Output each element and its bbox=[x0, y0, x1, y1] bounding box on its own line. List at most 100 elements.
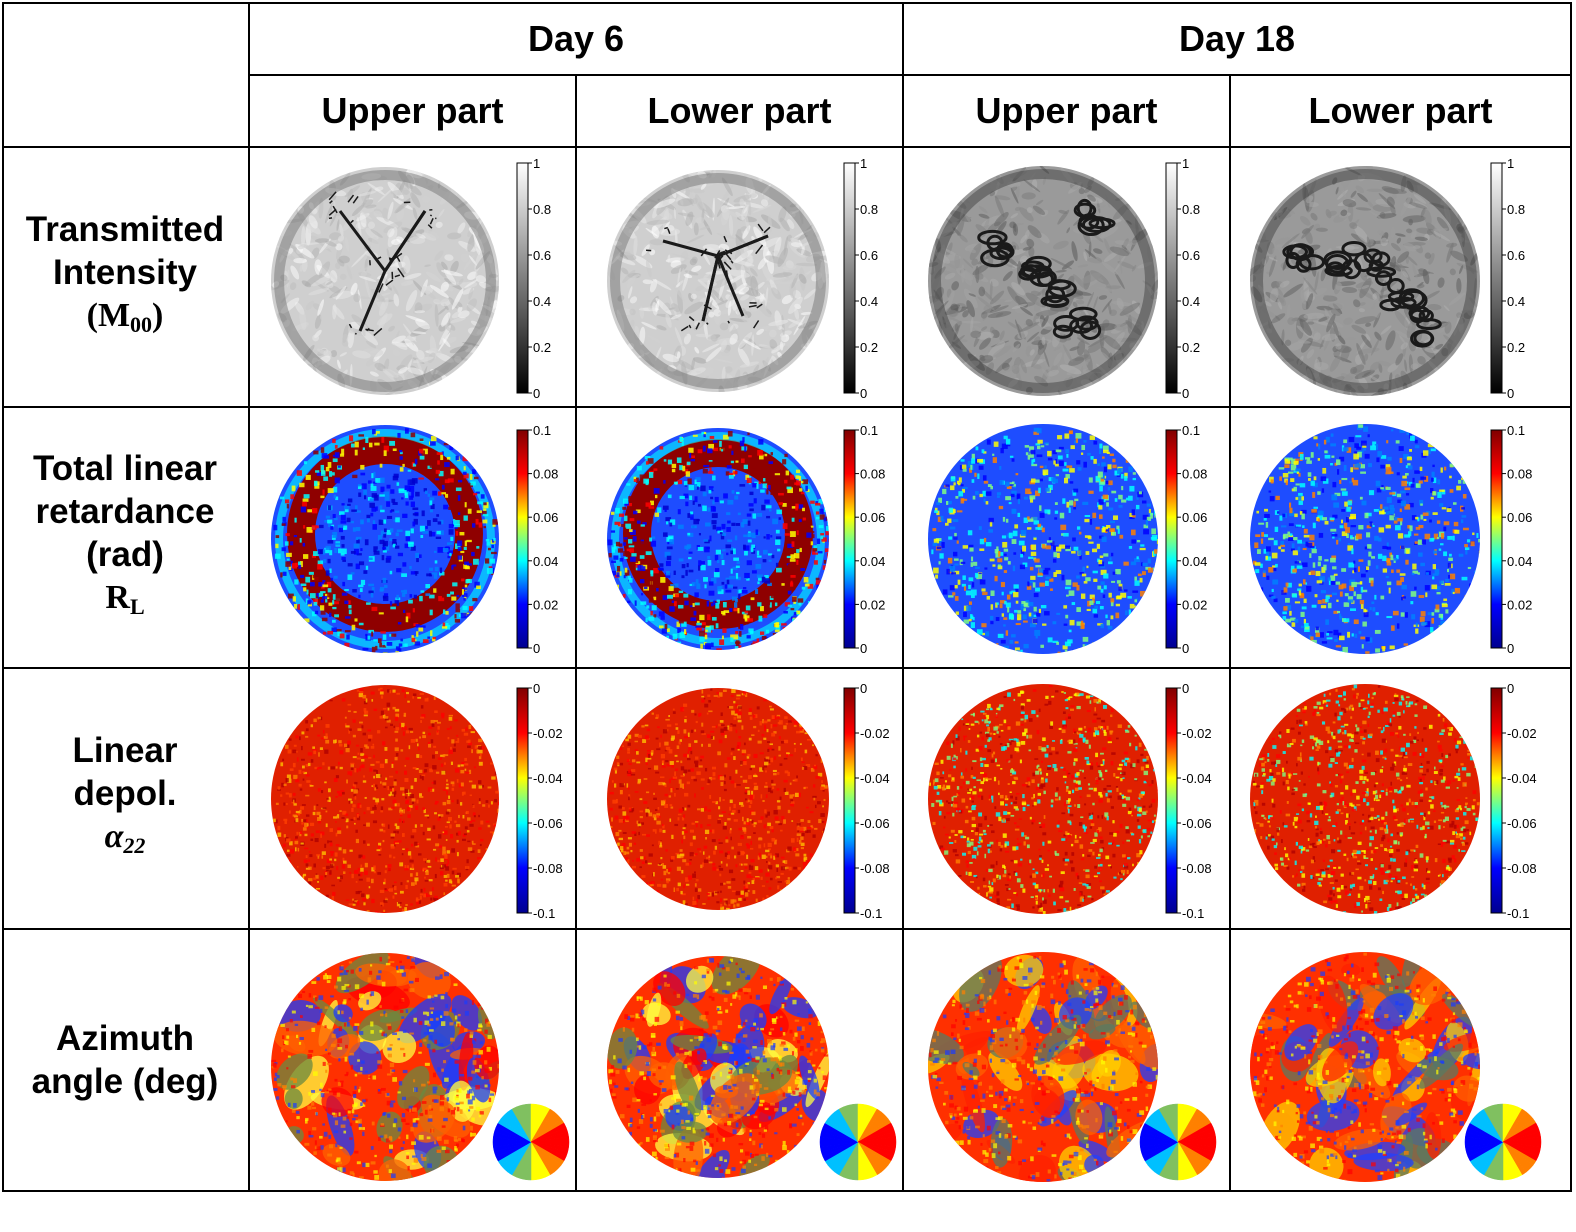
grid-line-col-2 bbox=[575, 74, 577, 1192]
colorbar-tick-label: 0.6 bbox=[860, 248, 878, 263]
colorbar-gradient bbox=[516, 687, 529, 914]
colorbar-tick-label: 0.02 bbox=[1507, 597, 1532, 612]
colorbar-gradient bbox=[843, 162, 856, 394]
microscopy-map bbox=[607, 956, 829, 1178]
grid-line-right bbox=[1570, 2, 1572, 1192]
colorbar-tick-label: -0.1 bbox=[860, 906, 882, 921]
colorbar-gradient bbox=[516, 429, 529, 649]
colorbar-tick-label: 0.08 bbox=[860, 467, 885, 482]
azimuth-colorwheel bbox=[819, 1103, 897, 1181]
header-day18-lower-part: Lower part bbox=[1308, 90, 1493, 131]
colorbar-gradient bbox=[1490, 429, 1503, 649]
colorbar-tick-label: 0.8 bbox=[860, 202, 878, 217]
grid-line-top bbox=[2, 2, 1572, 4]
azimuth-colorwheel bbox=[1464, 1103, 1542, 1181]
colorbar-tick-label: 0.4 bbox=[533, 294, 551, 309]
microscopy-map bbox=[1250, 424, 1480, 654]
colorbar-tick-label: 0.1 bbox=[1507, 423, 1525, 438]
colorbar-gradient bbox=[1165, 162, 1178, 394]
colorbar-tick-label: -0.06 bbox=[1507, 816, 1537, 831]
colorbar-tick-label: 0.06 bbox=[533, 510, 558, 525]
row-label-line: Transmitted bbox=[25, 209, 225, 249]
microscopy-map bbox=[1250, 952, 1480, 1182]
colorbar-tick-label: 0 bbox=[860, 386, 867, 401]
colorbar-tick-label: 0.04 bbox=[860, 554, 885, 569]
colorbar-tick-label: -0.1 bbox=[1507, 906, 1529, 921]
microscopy-map bbox=[271, 425, 499, 653]
colorbar-tick-label: 0 bbox=[533, 386, 540, 401]
colorbar-tick-label: -0.04 bbox=[1182, 771, 1212, 786]
colorbar-tick-label: 0.06 bbox=[1507, 510, 1532, 525]
colorwheel-sector bbox=[1502, 1136, 1542, 1143]
row-label-line: retardance bbox=[35, 491, 215, 531]
colorbar-tick-label: 0.6 bbox=[533, 248, 551, 263]
colorbar-tick-label: -0.04 bbox=[1507, 771, 1537, 786]
row-label-azimuth-angle: Azimuth angle (deg) bbox=[2, 930, 248, 1190]
colorbar-tick-label: -0.02 bbox=[533, 726, 563, 741]
colorbar-gradient bbox=[1165, 429, 1178, 649]
colorbar-tick-label: 0.1 bbox=[1182, 423, 1200, 438]
microscopy-map bbox=[271, 685, 499, 913]
colorbar-tick-label: -0.06 bbox=[1182, 816, 1212, 831]
colorbar-tick-label: 0.4 bbox=[1182, 294, 1200, 309]
colorbar-tick-label: 0.8 bbox=[1182, 202, 1200, 217]
colorbar-tick-label: 0.4 bbox=[860, 294, 878, 309]
colorbar-tick-label: -0.08 bbox=[860, 861, 890, 876]
colorbar-tick-label: 0 bbox=[1182, 386, 1189, 401]
colorbar-gradient bbox=[1490, 687, 1503, 914]
colorbar: 0 -0.02 -0.04 -0.06 -0.08 -0.1 bbox=[516, 681, 563, 921]
microscopy-map bbox=[607, 428, 829, 650]
row-label-line: Intensity bbox=[53, 252, 197, 292]
microscopy-map bbox=[1250, 166, 1480, 396]
colorbar-tick-label: -0.08 bbox=[1182, 861, 1212, 876]
row-label-line: Total linear bbox=[32, 448, 218, 488]
colorbar-tick-label: 0 bbox=[1507, 386, 1514, 401]
colorbar-tick-label: 0.2 bbox=[533, 340, 551, 355]
colorbar-tick-label: 0 bbox=[860, 681, 867, 696]
colorbar-tick-label: -0.04 bbox=[533, 771, 563, 786]
row-label-line: angle (deg) bbox=[31, 1062, 219, 1101]
microscopy-map bbox=[928, 952, 1158, 1182]
colorwheel-sector bbox=[1177, 1136, 1217, 1143]
colorbar-tick-label: 0.02 bbox=[533, 597, 558, 612]
header-day-6: Day 6 bbox=[527, 18, 625, 59]
colorbar: 0.1 0.08 0.06 0.04 0.02 0 bbox=[1490, 423, 1532, 656]
azimuth-colorwheel bbox=[1139, 1103, 1217, 1181]
colorbar: 0.1 0.08 0.06 0.04 0.02 0 bbox=[843, 423, 885, 656]
colorbar-tick-label: -0.1 bbox=[533, 906, 555, 921]
microscopy-map bbox=[928, 166, 1158, 396]
colorbar-tick-label: 0.8 bbox=[1507, 202, 1525, 217]
azimuth-colorwheel bbox=[492, 1103, 570, 1181]
row-label-total-linear-retardance: Total linear retardance (rad) RL bbox=[2, 408, 248, 667]
colorbar-tick-label: 0.02 bbox=[860, 597, 885, 612]
colorbar-tick-label: -0.1 bbox=[1182, 906, 1204, 921]
grid-line-day-divider bbox=[248, 74, 1572, 76]
row-label-linear-depol: Linear depol. α22 bbox=[2, 669, 248, 928]
colorbar-tick-label: -0.06 bbox=[533, 816, 563, 831]
colorbar-tick-label: 0 bbox=[533, 641, 540, 656]
colorbar-tick-label: 0.1 bbox=[860, 423, 878, 438]
header-day18-upper-part: Upper part bbox=[975, 90, 1158, 131]
colorbar-tick-label: 0 bbox=[860, 641, 867, 656]
row-label-line: Linear bbox=[72, 731, 178, 770]
header-day-18: Day 18 bbox=[1178, 18, 1296, 59]
colorbar-tick-label: 1 bbox=[533, 156, 540, 171]
colorbar-tick-label: 0 bbox=[1182, 681, 1189, 696]
colorbar-tick-label: 0.2 bbox=[1507, 340, 1525, 355]
grid-line-bottom bbox=[2, 1190, 1572, 1192]
microscopy-map bbox=[928, 424, 1158, 654]
microscopy-map bbox=[928, 684, 1158, 914]
colorbar-tick-label: 0 bbox=[1182, 641, 1189, 656]
grid-line-col-3 bbox=[902, 2, 904, 1192]
row-symbol-rl: RL bbox=[105, 578, 145, 619]
colorbar-gradient bbox=[843, 429, 856, 649]
colorbar-tick-label: 0.8 bbox=[533, 202, 551, 217]
colorbar-tick-label: 0.6 bbox=[1182, 248, 1200, 263]
colorbar-tick-label: 0.04 bbox=[1507, 554, 1532, 569]
grid-line-left bbox=[2, 2, 4, 1192]
colorbar-tick-label: 1 bbox=[1507, 156, 1514, 171]
colorbar: 0 -0.02 -0.04 -0.06 -0.08 -0.1 bbox=[843, 681, 890, 921]
microscopy-map bbox=[271, 167, 499, 395]
grid-line-col-4 bbox=[1229, 74, 1231, 1192]
colorbar-tick-label: -0.02 bbox=[1507, 726, 1537, 741]
